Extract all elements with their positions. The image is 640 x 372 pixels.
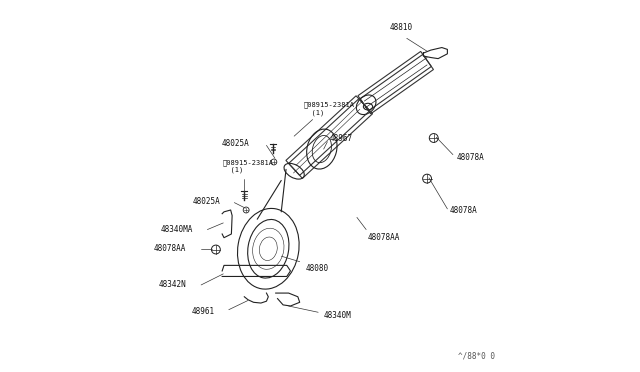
Text: 48967: 48967 [329,134,353,143]
Text: 48342N: 48342N [159,280,186,289]
Text: Ⓥ08915-2381A
  (1): Ⓥ08915-2381A (1) [303,102,355,116]
Text: 48078A: 48078A [449,206,477,215]
Text: 48078A: 48078A [456,153,484,162]
Text: 48078AA: 48078AA [368,233,401,242]
Text: 48340M: 48340M [324,311,351,320]
Text: ^/88*0 0: ^/88*0 0 [458,351,495,360]
Text: Ⓥ08915-2381A
  (1): Ⓥ08915-2381A (1) [222,159,273,173]
Text: 48080: 48080 [305,263,328,273]
Text: 48810: 48810 [390,23,413,32]
Text: 48961: 48961 [191,307,215,316]
Text: 48025A: 48025A [222,139,250,148]
Text: 48025A: 48025A [193,197,220,206]
Text: 48078AA: 48078AA [154,244,186,253]
Text: 48340MA: 48340MA [160,225,193,234]
